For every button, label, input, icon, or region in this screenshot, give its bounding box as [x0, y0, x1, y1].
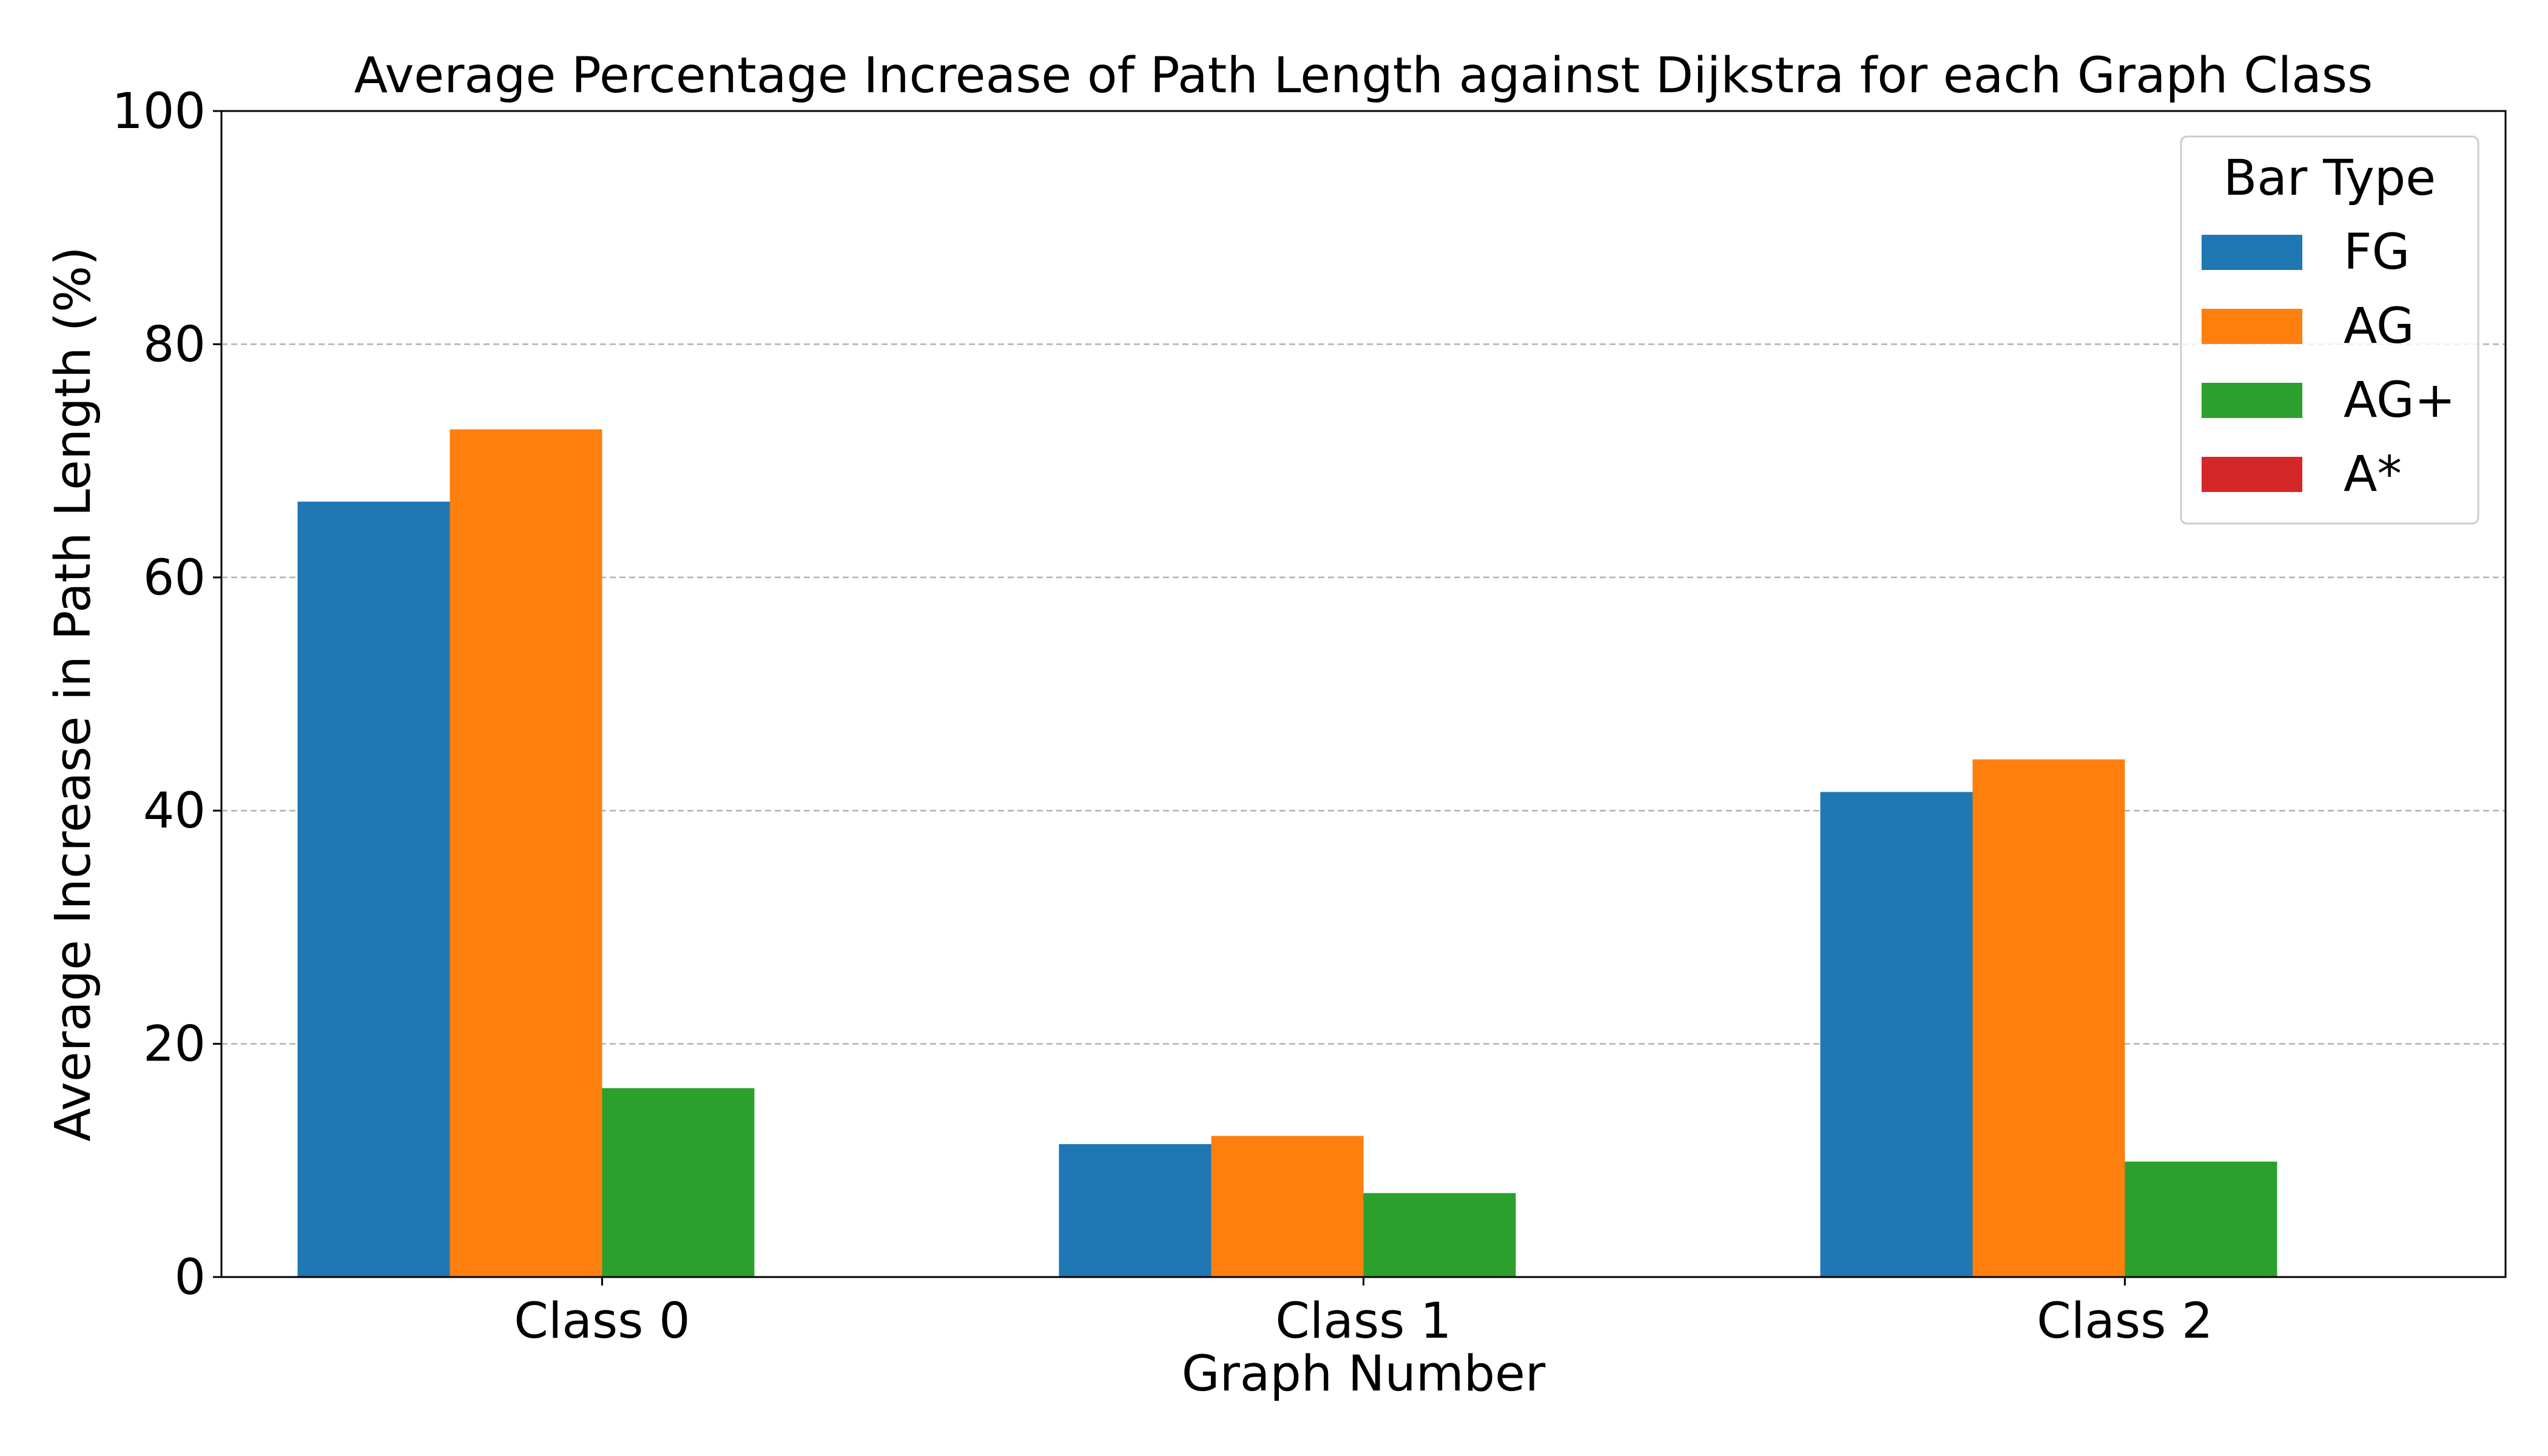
legend-entries: FG AG AG+ A* — [2202, 224, 2456, 503]
legend: Bar Type FG AG AG+ A* — [2180, 135, 2479, 525]
y-tick-label: 80 — [143, 316, 206, 373]
y-axis-ticks: 0 20 40 60 80 100 — [112, 83, 221, 1306]
legend-label-ag-: AG+ — [2344, 372, 2456, 429]
bar-ag--2 — [2125, 1161, 2277, 1277]
y-tick-label: 20 — [143, 1016, 206, 1073]
y-tick-label: 100 — [112, 83, 206, 140]
legend-swatch-ag — [2202, 309, 2302, 344]
chart-title: Average Percentage Increase of Path Leng… — [354, 47, 2373, 104]
bar-ag--0 — [602, 1088, 755, 1277]
y-tick-label: 60 — [143, 550, 206, 607]
x-tick-label: Class 0 — [514, 1293, 690, 1350]
bar-ag-2 — [1972, 759, 2125, 1277]
x-tick-label: Class 1 — [1275, 1293, 1451, 1350]
x-tick-label: Class 2 — [2037, 1293, 2213, 1350]
bar-ag-0 — [450, 429, 602, 1277]
bar-fg-0 — [297, 501, 450, 1277]
y-tick-label: 0 — [174, 1249, 206, 1306]
legend-swatch-fg — [2202, 235, 2302, 270]
legend-swatch-a- — [2202, 457, 2302, 492]
legend-label-fg: FG — [2344, 224, 2410, 281]
y-tick-label: 40 — [143, 783, 206, 840]
y-axis-label: Average Increase in Path Length (%) — [45, 246, 102, 1141]
legend-label-ag: AG — [2344, 298, 2415, 355]
legend-box — [2180, 135, 2479, 525]
legend-label-a-: A* — [2344, 446, 2402, 503]
bar-ag--1 — [1363, 1193, 1516, 1277]
x-axis-ticks: Class 0 Class 1 Class 2 — [514, 1277, 2213, 1350]
bar-fg-1 — [1059, 1144, 1212, 1277]
bar-fg-2 — [1820, 792, 1973, 1277]
bars — [297, 429, 2277, 1277]
legend-swatch-ag- — [2202, 383, 2302, 418]
legend-title: Bar Type — [2223, 150, 2436, 207]
bar-ag-1 — [1211, 1136, 1364, 1277]
x-axis-label: Graph Number — [1182, 1346, 1546, 1403]
